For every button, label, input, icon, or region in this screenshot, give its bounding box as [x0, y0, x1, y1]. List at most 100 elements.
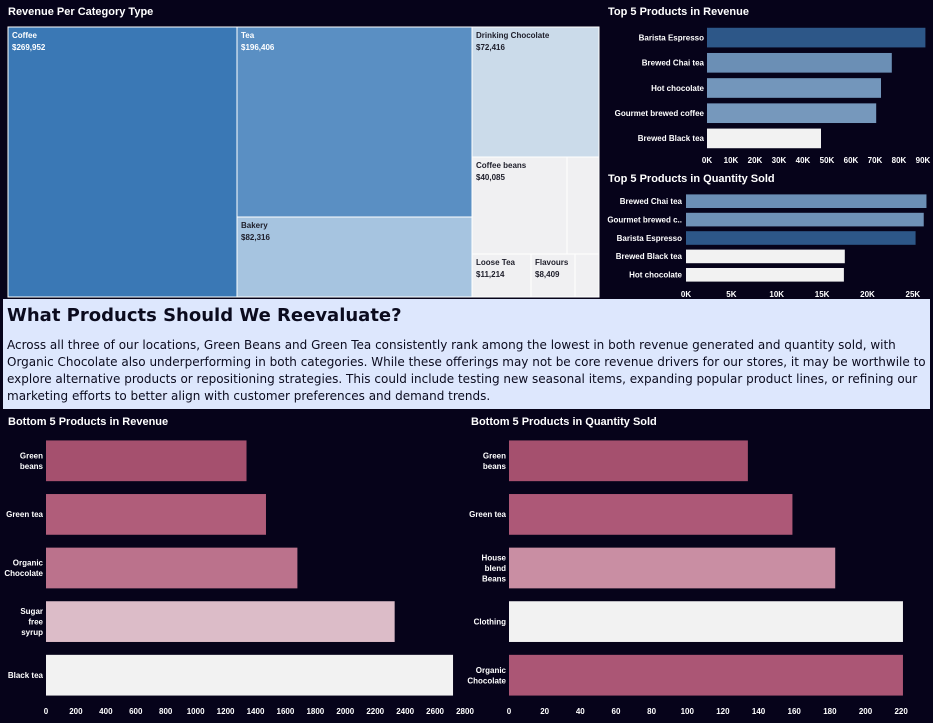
- top-quantity-tick-label: 15K: [815, 290, 830, 299]
- top-quantity-bar-2: [686, 231, 916, 245]
- top-revenue-bar-2: [707, 78, 881, 98]
- bottom-revenue-tick-label: 800: [159, 707, 173, 716]
- bottom-revenue-category-label: Chocolate: [4, 569, 43, 578]
- top-revenue-category-label: Gourmet brewed coffee: [615, 109, 705, 118]
- bottom-quantity-tick-label: 120: [716, 707, 730, 716]
- bottom-revenue-tick-label: 0: [44, 707, 49, 716]
- top-revenue-category-label: Brewed Chai tea: [642, 59, 705, 68]
- top-quantity-category-label: Brewed Black tea: [616, 252, 683, 261]
- top-quantity-category-label: Barista Espresso: [617, 234, 682, 243]
- insight-heading: What Products Should We Reevaluate?: [7, 305, 402, 326]
- bottom-revenue-category-label: Organic: [13, 559, 44, 568]
- bottom-revenue-tick-label: 400: [99, 707, 113, 716]
- bottom-revenue-tick-label: 1000: [187, 707, 205, 716]
- top-quantity-bar-0: [686, 194, 927, 209]
- bottom-quantity-tick-label: 40: [576, 707, 585, 716]
- top-revenue-tick-label: 50K: [820, 156, 835, 165]
- bottom-revenue-tick-label: 600: [129, 707, 143, 716]
- treemap-title: Revenue Per Category Type: [8, 6, 154, 18]
- bottom-quantity-category-label: Chocolate: [467, 676, 506, 685]
- bottom-quantity-tick-label: 60: [612, 707, 621, 716]
- bottom-revenue-bar-1: [46, 494, 266, 535]
- bottom-quantity-category-label: Beans: [482, 574, 507, 583]
- bottom-quantity-tick-label: 20: [540, 707, 549, 716]
- top-quantity-tick-label: 25K: [906, 290, 921, 299]
- bottom-quantity-tick-label: 220: [894, 707, 908, 716]
- bottom-revenue-bar-2: [46, 547, 298, 589]
- bottom-quantity-title: Bottom 5 Products in Quantity Sold: [471, 416, 657, 428]
- bottom-quantity-category-label: House: [482, 553, 507, 562]
- bottom-quantity-category-label: Clothing: [474, 617, 507, 626]
- top-revenue-tick-label: 40K: [796, 156, 811, 165]
- bottom-quantity-bar-0: [509, 440, 748, 482]
- bottom-quantity-tick-label: 0: [507, 707, 512, 716]
- top-revenue-tick-label: 60K: [844, 156, 859, 165]
- bottom-revenue-tick-label: 1400: [247, 707, 265, 716]
- bottom-revenue-tick-label: 1200: [217, 707, 235, 716]
- bottom-revenue-tick-label: 2000: [336, 707, 354, 716]
- bottom-revenue-category-label: Sugar: [20, 607, 43, 616]
- insight-body: Across all three of our locations, Green…: [7, 338, 926, 403]
- bottom-revenue-category-label: Green tea: [6, 510, 43, 519]
- top-revenue-bar-3: [707, 103, 877, 124]
- bottom-revenue-bar-4: [46, 654, 454, 696]
- bottom-quantity-tick-label: 80: [647, 707, 656, 716]
- bottom-quantity-bar-3: [509, 601, 903, 642]
- bottom-quantity-tick-label: 100: [681, 707, 695, 716]
- bottom-revenue-tick-label: 1800: [306, 707, 324, 716]
- bottom-revenue-title: Bottom 5 Products in Revenue: [8, 416, 169, 428]
- top-revenue-bar-4: [707, 128, 821, 149]
- top-quantity-bar-3: [686, 249, 845, 264]
- bottom-revenue-category-label: Green: [20, 451, 43, 460]
- top-quantity-tick-label: 5K: [726, 290, 736, 299]
- bottom-revenue-tick-label: 2400: [396, 707, 414, 716]
- bottom-quantity-tick-label: 180: [823, 707, 837, 716]
- bottom-revenue-tick-label: 2800: [456, 707, 474, 716]
- top-revenue-category-label: Barista Espresso: [639, 33, 704, 42]
- top-revenue-tick-label: 70K: [868, 156, 883, 165]
- bottom-revenue-category-label: beans: [20, 462, 44, 471]
- top-quantity-bar-4: [686, 267, 844, 282]
- bottom-quantity-bar-4: [509, 654, 903, 696]
- bottom-revenue-tick-label: 2600: [426, 707, 444, 716]
- top-revenue-tick-label: 90K: [916, 156, 931, 165]
- bottom-quantity-tick-label: 200: [859, 707, 873, 716]
- bottom-quantity-tick-label: 140: [752, 707, 766, 716]
- bottom-revenue-category-label: Black tea: [8, 671, 44, 680]
- bottom-quantity-category-label: Green: [483, 451, 506, 460]
- top-quantity-category-label: Gourmet brewed c..: [607, 215, 682, 224]
- top-quantity-chart: Brewed Chai tea Gourmet brewed c.. Barista…: [607, 194, 927, 299]
- top-revenue-category-label: Hot chocolate: [651, 84, 704, 93]
- bottom-quantity-category-label: beans: [483, 462, 507, 471]
- bottom-revenue-tick-label: 200: [69, 707, 83, 716]
- top-quantity-tick-label: 20K: [860, 290, 875, 299]
- bottom-quantity-category-label: blend: [485, 564, 506, 573]
- insight-textbox: What Products Should We Reevaluate? Acro…: [3, 299, 930, 409]
- top-revenue-tick-label: 0K: [702, 156, 712, 165]
- top-revenue-tick-label: 10K: [724, 156, 739, 165]
- bottom-revenue-category-label: free: [28, 617, 43, 626]
- top-revenue-bar-0: [707, 27, 926, 48]
- top-revenue-tick-label: 80K: [892, 156, 907, 165]
- bottom-revenue-tick-label: 1600: [277, 707, 295, 716]
- top-revenue-tick-label: 30K: [772, 156, 787, 165]
- top-quantity-bar-1: [686, 212, 924, 227]
- bottom-quantity-tick-label: 160: [788, 707, 802, 716]
- bottom-quantity-category-label: Organic: [476, 666, 507, 675]
- top-quantity-tick-label: 10K: [769, 290, 784, 299]
- bottom-revenue-bar-0: [46, 440, 247, 482]
- bottom-quantity-bar-2: [509, 547, 836, 589]
- top-quantity-tick-label: 0K: [681, 290, 691, 299]
- top-revenue-title: Top 5 Products in Revenue: [608, 6, 749, 18]
- top-revenue-tick-label: 20K: [748, 156, 763, 165]
- top-quantity-title: Top 5 Products in Quantity Sold: [608, 173, 775, 185]
- top-revenue-category-label: Brewed Black tea: [638, 134, 705, 143]
- top-revenue-bar-1: [707, 52, 892, 73]
- top-quantity-category-label: Brewed Chai tea: [620, 197, 683, 206]
- top-quantity-category-label: Hot chocolate: [629, 271, 682, 280]
- bottom-quantity-bar-1: [509, 494, 793, 535]
- bottom-revenue-tick-label: 2200: [366, 707, 384, 716]
